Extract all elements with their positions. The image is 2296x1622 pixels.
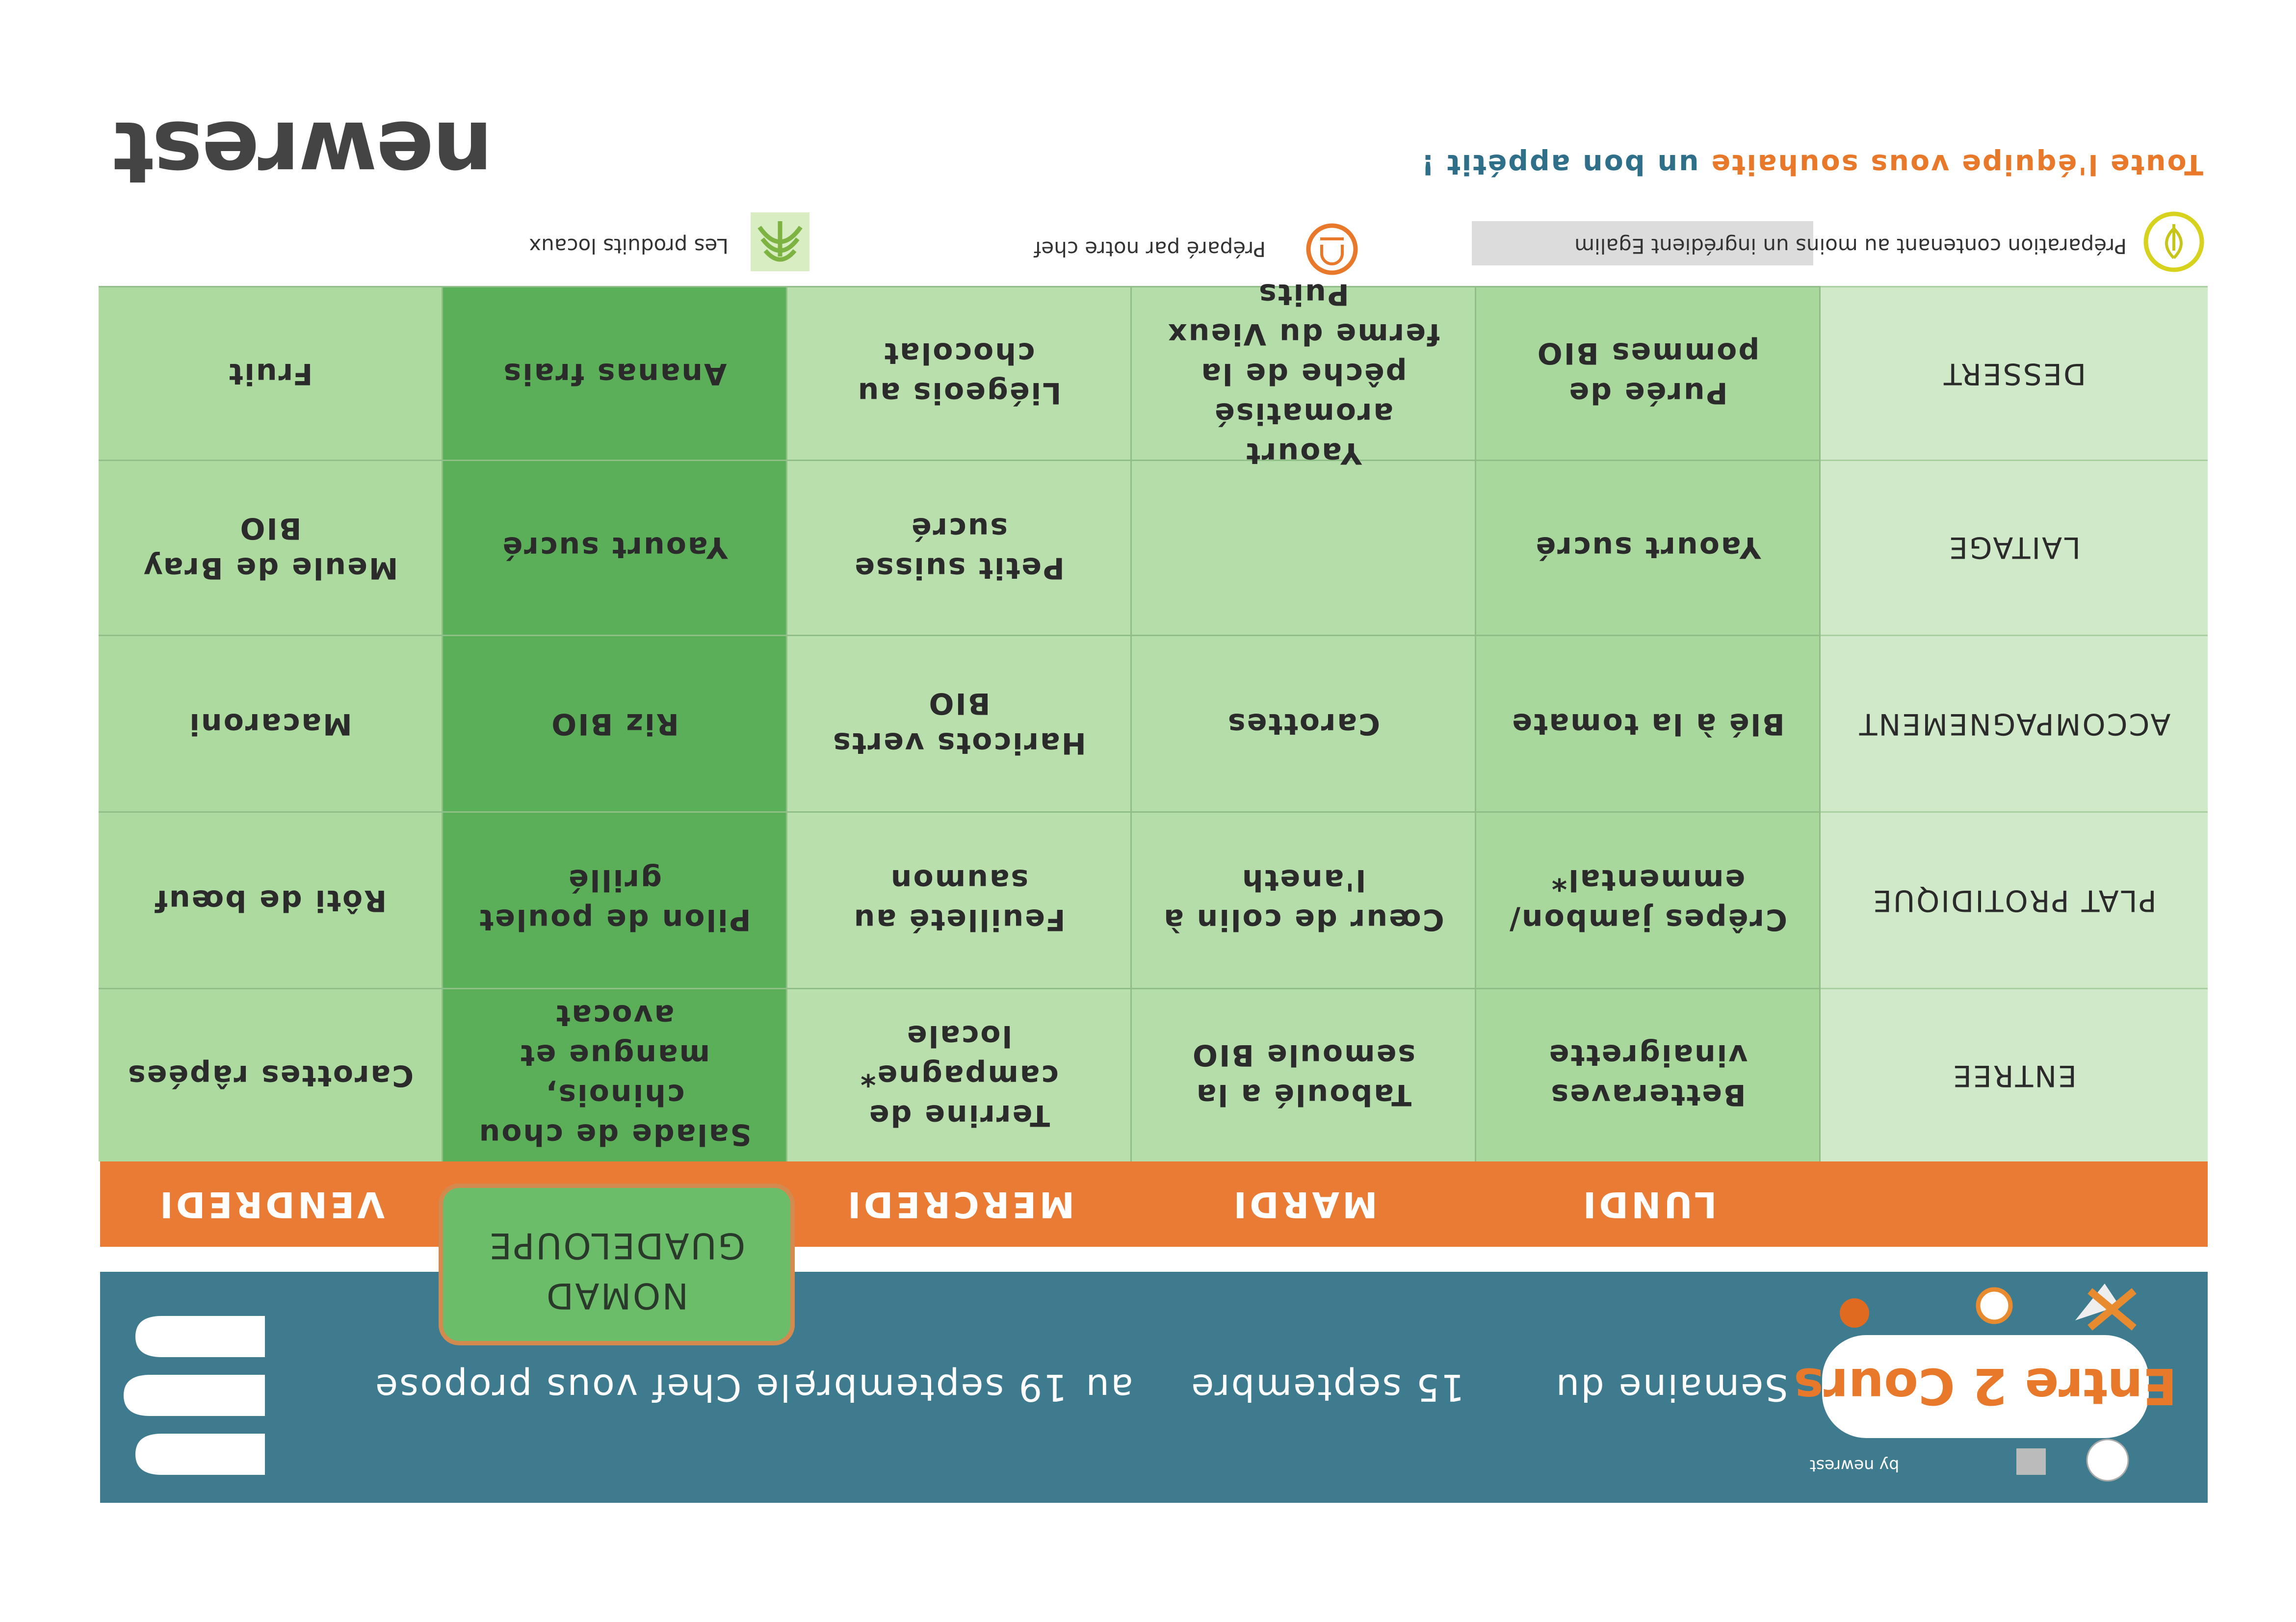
menu-cell: Riz BIO [443,635,787,811]
thanks-text: Toute l'équipe vous souhaite [1698,148,2203,180]
logo-by: by newrest [1810,1456,1900,1475]
menu-cell: Carottes râpées [99,988,443,1161]
menu-cell: Feuilleté au saumon [787,811,1132,988]
thanks: Toute l'équipe vous souhaite un bon appé… [1420,148,2203,180]
local-icon [757,221,803,262]
menu-cell: Haricots verts BIO [787,635,1132,811]
row-label: LAITAGE [1821,460,2208,635]
tab-text: GUADELOUPE [488,1225,746,1266]
chef-icon [1306,223,1358,275]
menu-cell: Rôti de bœuf [99,811,443,988]
legend-item: Préparation contenant au moins un ingréd… [1574,233,2127,257]
row-label: ACCOMPAGNEMENT [1821,635,2208,811]
menu-cell: Yaourt sucré [1476,460,1821,635]
menu-cell: Yaourt sucré [443,460,787,635]
logo-text: Entre 2 Cours [1794,1357,2177,1415]
legend-item: Préparé par notre chef [1034,236,1266,259]
day-header: VENDREDI [157,1184,385,1225]
menu-cell: Macaroni [99,635,443,811]
entre-2-cours-logo [1822,1284,2149,1482]
menu-cell: Betteraves vinaigrette [1476,988,1821,1161]
menu-cell: Crêpes jambon/ emmental* [1476,811,1821,988]
menu-cell: Blé à la tomate [1476,635,1821,811]
day-header: LUNDI [1580,1184,1717,1225]
end-date: 19 septembre [792,1366,1067,1409]
white-stripes [124,1316,265,1475]
day-header: MARDI [1230,1184,1378,1225]
menu-cell: Petit suisse sucré [787,460,1132,635]
brand-logo: newrest [114,102,493,202]
egalim-icon [2143,211,2204,272]
to: au [1084,1366,1133,1409]
menu-cell: Ananas frais [443,286,787,460]
menu-cell [1132,460,1476,635]
menu-cell: Salade de chou chinois, mangue et avocat [443,988,787,1161]
menu-cell: Carottes [1132,635,1476,811]
chef-icon [1320,237,1344,265]
tagline: , le Chef vous propose [374,1366,817,1409]
menu-cell: Terrine de campagne* locale [787,988,1132,1161]
menu-cell: Fruit [99,286,443,460]
day-header: MERCREDI [844,1184,1075,1225]
menu-cell: Cœur de colin à l'aneth [1132,811,1476,988]
menu-cell: Yaourt aromatisé pêche de la ferme du Vi… [1132,277,1476,471]
row-label: DESSERT [1821,286,2208,460]
menu-cell: Liégeois au chocolat [787,286,1132,460]
tab-text: NOMAD [545,1275,689,1316]
week-label: Semaine du [1554,1366,1788,1409]
menu-cell: Purée de pommes BIO [1476,286,1821,460]
row-label: ENTREE [1821,988,2208,1161]
thanks-highlight: un bon appétit ! [1420,148,1699,180]
legend-item: Les produits locaux [529,233,729,257]
menu-cell: Taboulé a la semoule BIO [1132,988,1476,1161]
egalim-icon [2165,224,2183,259]
row-label: PLAT PROTIDIQUE [1821,811,2208,988]
menu-cell: Pilon de poulet grillé [443,811,787,988]
start-date: 15 septembre [1190,1366,1464,1409]
menu-cell: Meule de Bray BIO [99,460,443,635]
